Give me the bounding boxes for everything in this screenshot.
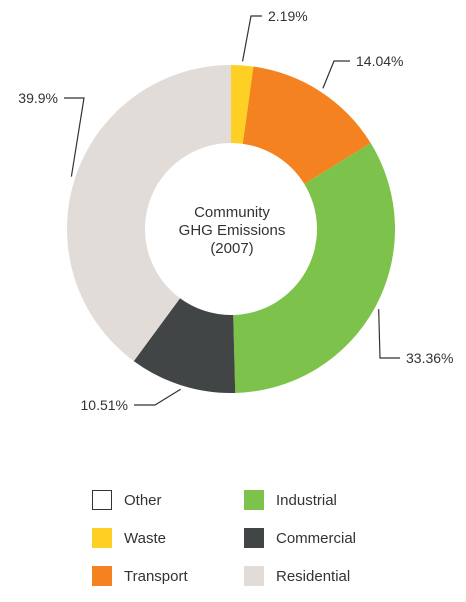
legend-item-commercial: Commercial: [244, 526, 392, 550]
donut-slice-industrial: [233, 143, 395, 393]
legend-item-other: Other: [92, 488, 244, 512]
donut-slice-transport: [242, 66, 371, 184]
legend-item-residential: Residential: [244, 564, 392, 588]
pct-label-transport: 14.04%: [356, 53, 403, 69]
donut-slice-residential: [67, 65, 231, 362]
legend-label: Industrial: [276, 491, 337, 509]
legend-item-transport: Transport: [92, 564, 244, 588]
legend-swatch: [244, 490, 264, 510]
legend-item-waste: Waste: [92, 526, 244, 550]
leader-line-industrial: [378, 309, 400, 359]
legend-swatch: [244, 528, 264, 548]
legend-swatch: [92, 528, 112, 548]
center-label-line-2: GHG Emissions: [178, 222, 286, 239]
pct-label-commercial: 10.51%: [81, 397, 128, 413]
legend-item-industrial: Industrial: [244, 488, 392, 512]
pct-label-residential: 39.9%: [18, 90, 58, 106]
legend-swatch: [244, 566, 264, 586]
donut-chart: 2.19% 14.04% 33.36% 10.51% 39.9%: [18, 8, 453, 413]
center-label-line-1: Community: [194, 204, 270, 221]
pct-label-industrial: 33.36%: [406, 350, 453, 366]
pct-label-waste: 2.19%: [268, 8, 308, 24]
center-label: Community GHG Emissions (2007): [132, 204, 332, 258]
center-label-line-3: (2007): [210, 240, 254, 257]
legend-swatch: [92, 490, 112, 510]
leader-line-residential: [64, 97, 85, 177]
legend-label: Transport: [124, 567, 188, 585]
legend-label: Commercial: [276, 529, 357, 547]
percentage-labels: 2.19% 14.04% 33.36% 10.51% 39.9%: [18, 8, 453, 413]
legend-label: Other: [124, 491, 162, 509]
legend: Other Industrial Waste Commercial Transp…: [92, 488, 392, 602]
legend-swatch: [92, 566, 112, 586]
leader-line-waste: [241, 15, 262, 62]
donut-slices: [67, 65, 395, 393]
leader-line-transport: [322, 60, 350, 89]
legend-label: Residential: [276, 567, 351, 585]
donut-slice-commercial: [133, 298, 236, 393]
leader-lines: [64, 15, 400, 406]
leader-line-commercial: [134, 388, 181, 406]
legend-label: Waste: [124, 529, 166, 547]
donut-slice-waste: [231, 65, 254, 144]
